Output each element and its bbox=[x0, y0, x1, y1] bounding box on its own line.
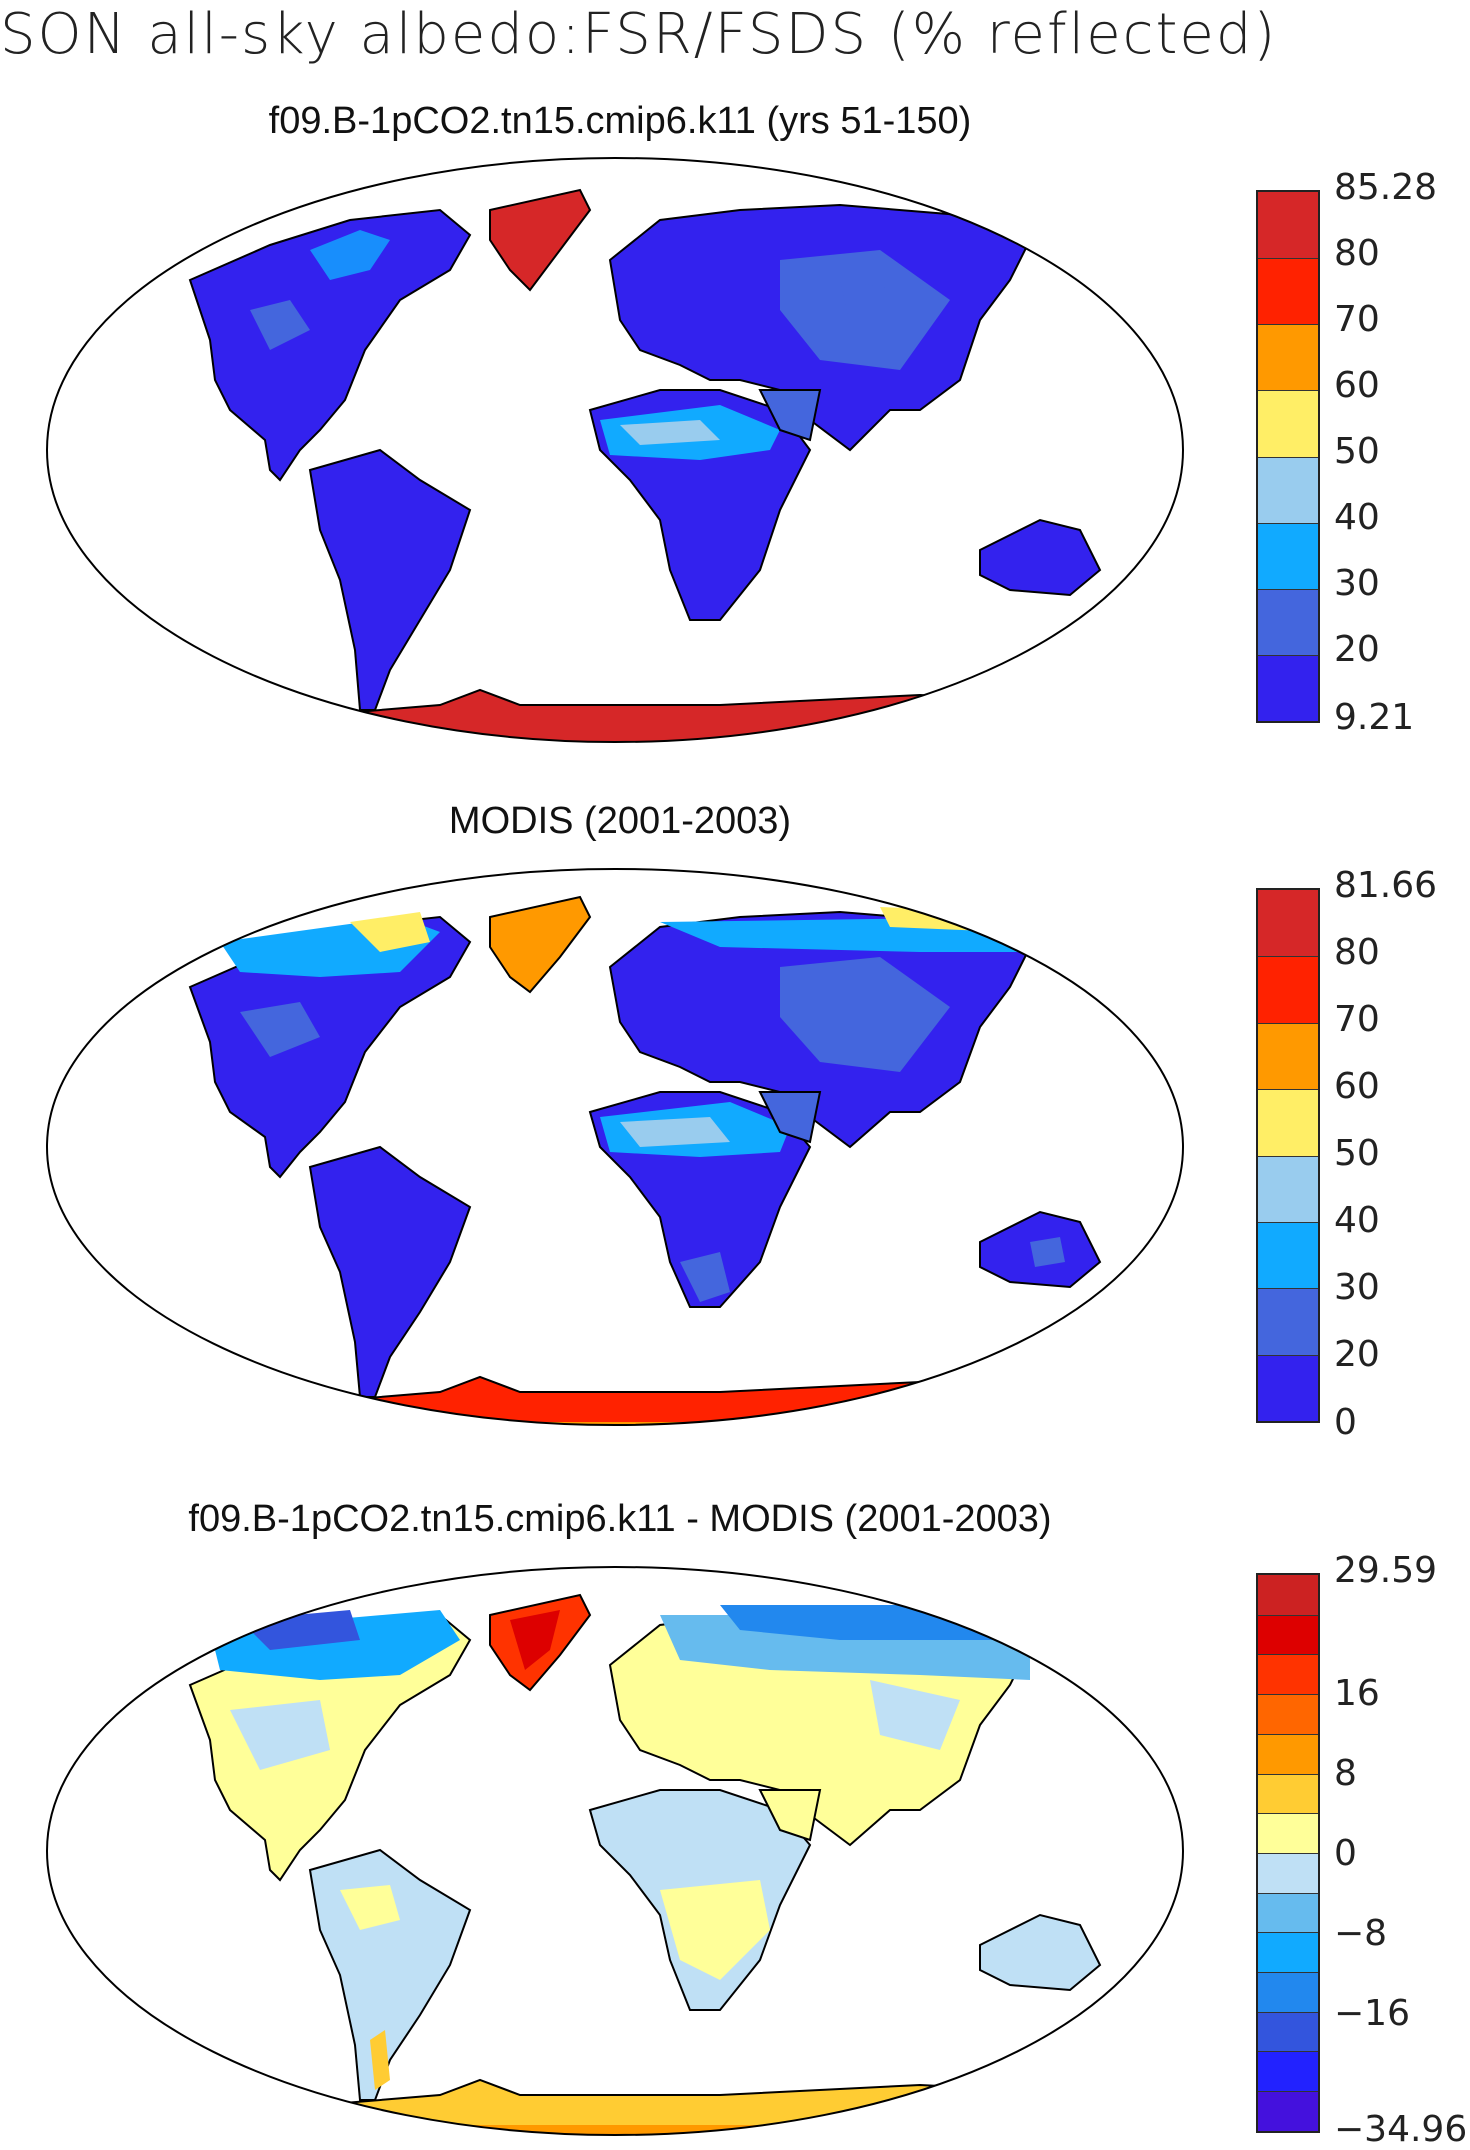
colorbar-tick-label: 70 bbox=[1334, 999, 1380, 1040]
colorbar-tick-label: 30 bbox=[1334, 563, 1380, 604]
australia bbox=[979, 518, 1102, 597]
panel1-colorbar bbox=[1256, 190, 1320, 723]
panel1-title: f09.B-1pCO2.tn15.cmip6.k11 (yrs 51-150) bbox=[268, 100, 972, 142]
colorbar-tick-label: −34.96 bbox=[1334, 2109, 1468, 2150]
colorbar-tick-label: 60 bbox=[1334, 365, 1380, 406]
colorbar-swatch bbox=[1258, 1089, 1318, 1156]
colorbar-swatch bbox=[1258, 1354, 1318, 1421]
colorbar-swatch bbox=[1258, 522, 1318, 589]
colorbar-swatch bbox=[1258, 258, 1318, 325]
colorbar-swatch bbox=[1258, 1892, 1318, 1933]
colorbar-swatch bbox=[1258, 1575, 1318, 1615]
colorbar-swatch bbox=[1258, 654, 1318, 721]
colorbar-swatch bbox=[1258, 588, 1318, 655]
colorbar-tick-label: 81.66 bbox=[1334, 865, 1438, 906]
colorbar-swatch bbox=[1258, 1733, 1318, 1774]
colorbar-tick-label: 85.28 bbox=[1334, 167, 1438, 208]
colorbar-tick-label: 30 bbox=[1334, 1267, 1380, 1308]
panel3-map bbox=[46, 1566, 1184, 2136]
colorbar-swatch bbox=[1258, 1972, 1318, 2012]
colorbar-swatch bbox=[1258, 1694, 1318, 1734]
colorbar-swatch bbox=[1258, 1813, 1318, 1853]
panel2-colorbar bbox=[1256, 888, 1320, 1423]
colorbar-swatch bbox=[1258, 1773, 1318, 1814]
panel2-map bbox=[46, 868, 1184, 1426]
panel1-map bbox=[46, 157, 1184, 743]
panel3-title: f09.B-1pCO2.tn15.cmip6.k11 - MODIS (2001… bbox=[188, 1498, 1052, 1540]
north-america bbox=[188, 208, 472, 482]
colorbar-swatch bbox=[1258, 2051, 1318, 2092]
colorbar-tick-label: 9.21 bbox=[1334, 697, 1415, 738]
colorbar-tick-label: 0 bbox=[1334, 1833, 1357, 1874]
south-america bbox=[308, 448, 472, 711]
colorbar-swatch bbox=[1258, 2091, 1318, 2131]
colorbar-tick-label: 40 bbox=[1334, 497, 1380, 538]
colorbar-swatch bbox=[1258, 1932, 1318, 1973]
colorbar-swatch bbox=[1258, 1614, 1318, 1655]
colorbar-tick-label: 8 bbox=[1334, 1753, 1357, 1794]
greenland bbox=[489, 188, 592, 292]
colorbar-tick-label: 29.59 bbox=[1334, 1550, 1438, 1591]
panel2-title: MODIS (2001-2003) bbox=[448, 800, 792, 842]
colorbar-swatch bbox=[1258, 1288, 1318, 1355]
colorbar-tick-label: 0 bbox=[1334, 1402, 1357, 1443]
colorbar-swatch bbox=[1258, 890, 1318, 957]
colorbar-tick-label: −8 bbox=[1334, 1913, 1388, 1954]
figure-title: SON all-sky albedo:FSR/FSDS (% reflected… bbox=[0, 2, 1278, 67]
colorbar-tick-label: −16 bbox=[1334, 1993, 1410, 2034]
colorbar-swatch bbox=[1258, 956, 1318, 1023]
colorbar-tick-label: 40 bbox=[1334, 1200, 1380, 1241]
colorbar-swatch bbox=[1258, 1852, 1318, 1893]
colorbar-tick-label: 20 bbox=[1334, 1334, 1380, 1375]
colorbar-swatch bbox=[1258, 456, 1318, 523]
colorbar-tick-label: 20 bbox=[1334, 629, 1380, 670]
colorbar-tick-label: 16 bbox=[1334, 1673, 1380, 1714]
colorbar-swatch bbox=[1258, 324, 1318, 391]
colorbar-swatch bbox=[1258, 1155, 1318, 1222]
colorbar-tick-label: 50 bbox=[1334, 431, 1380, 472]
colorbar-swatch bbox=[1258, 192, 1318, 259]
colorbar-tick-label: 50 bbox=[1334, 1133, 1380, 1174]
colorbar-swatch bbox=[1258, 1654, 1318, 1695]
colorbar-swatch bbox=[1258, 2011, 1318, 2052]
colorbar-swatch bbox=[1258, 1221, 1318, 1289]
colorbar-tick-label: 60 bbox=[1334, 1066, 1380, 1107]
colorbar-tick-label: 70 bbox=[1334, 299, 1380, 340]
panel3-colorbar bbox=[1256, 1573, 1320, 2133]
colorbar-tick-label: 80 bbox=[1334, 932, 1380, 973]
colorbar-swatch bbox=[1258, 390, 1318, 457]
colorbar-tick-label: 80 bbox=[1334, 233, 1380, 274]
colorbar-swatch bbox=[1258, 1022, 1318, 1090]
